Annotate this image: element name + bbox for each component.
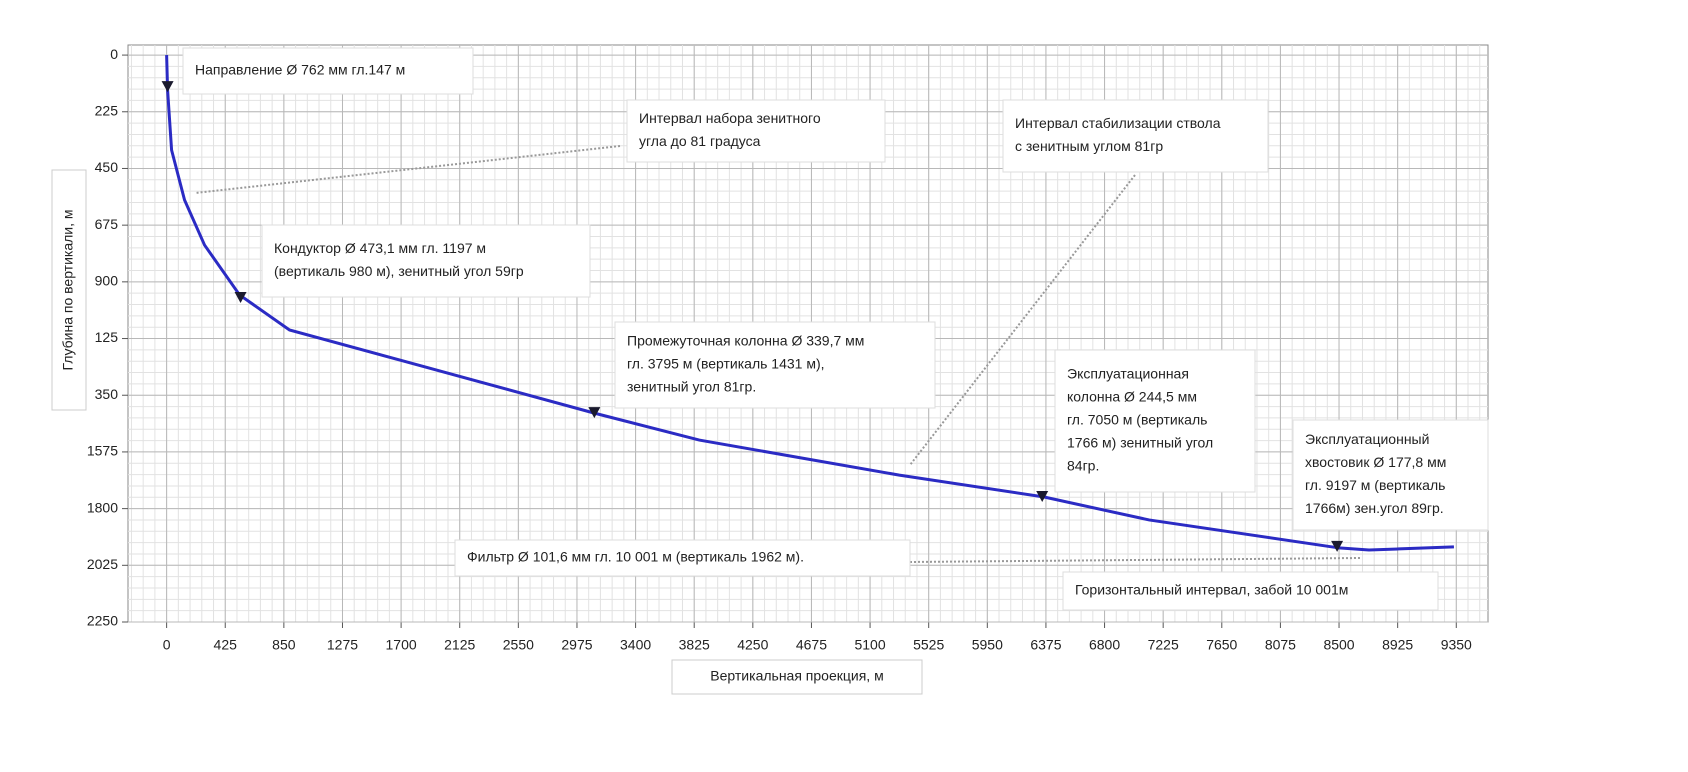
y-tick-label: 2025 bbox=[87, 556, 118, 572]
annotation-box bbox=[1062, 571, 1439, 611]
annotation-text: Эксплуатационная bbox=[1067, 366, 1189, 382]
annotation-box bbox=[261, 224, 591, 298]
casing-shoe-marker bbox=[161, 81, 174, 93]
annotation-text: Горизонтальный интервал, забой 10 001м bbox=[1075, 582, 1348, 598]
y-tick-label: 1575 bbox=[87, 443, 118, 459]
y-tick-label: 0 bbox=[110, 46, 118, 62]
x-tick-label: 850 bbox=[272, 637, 296, 653]
y-tick-label: 350 bbox=[95, 386, 119, 402]
y-tick-label: 2250 bbox=[87, 613, 118, 629]
x-tick-label: 3400 bbox=[620, 637, 651, 653]
x-tick-label: 1700 bbox=[386, 637, 417, 653]
x-tick-label: 6375 bbox=[1030, 637, 1061, 653]
annotation-text: с зенитным углом 81гр bbox=[1015, 138, 1163, 154]
x-tick-label: 8500 bbox=[1323, 637, 1354, 653]
annotation-box bbox=[182, 47, 474, 95]
annotation-text: хвостовик Ø 177,8 мм bbox=[1305, 454, 1446, 470]
annotation-box bbox=[1292, 419, 1489, 531]
x-tick-label: 7225 bbox=[1148, 637, 1179, 653]
annotation-text: угла до 81 градуса bbox=[639, 133, 761, 149]
x-tick-label: 8075 bbox=[1265, 637, 1296, 653]
x-tick-label: 5100 bbox=[854, 637, 885, 653]
x-tick-label: 5525 bbox=[913, 637, 944, 653]
annotation-box bbox=[1002, 99, 1269, 173]
annotation-text: Интервал набора зенитного bbox=[639, 110, 821, 126]
x-tick-label: 6800 bbox=[1089, 637, 1120, 653]
annotation-text: Промежуточная колонна Ø 339,7 мм bbox=[627, 333, 864, 349]
x-tick-label: 9350 bbox=[1441, 637, 1472, 653]
annotation-text: Направление Ø 762 мм гл.147 м bbox=[195, 62, 405, 78]
leader-line bbox=[909, 557, 1361, 563]
y-axis-title-box bbox=[51, 169, 87, 411]
annotation-text: Кондуктор Ø 473,1 мм гл. 1197 м bbox=[274, 240, 486, 256]
annotation-text: Фильтр Ø 101,6 мм гл. 10 001 м (вертикал… bbox=[467, 549, 804, 565]
annotation-box bbox=[626, 99, 886, 163]
annotation-text: Интервал стабилизации ствола bbox=[1015, 115, 1221, 131]
x-tick-label: 5950 bbox=[972, 637, 1003, 653]
x-tick-label: 4675 bbox=[796, 637, 827, 653]
y-tick-label: 450 bbox=[95, 159, 119, 175]
casing-shoe-marker bbox=[1331, 540, 1344, 552]
y-axis-title: Глубина по вертикали, м bbox=[60, 209, 76, 370]
x-tick-label: 4250 bbox=[737, 637, 768, 653]
x-tick-label: 1275 bbox=[327, 637, 358, 653]
x-tick-label: 2550 bbox=[503, 637, 534, 653]
casing-shoe-marker bbox=[1036, 491, 1049, 503]
annotation-text: 84гр. bbox=[1067, 458, 1099, 474]
annotation-box bbox=[1054, 349, 1256, 493]
x-tick-label: 0 bbox=[163, 637, 171, 653]
y-tick-label: 225 bbox=[95, 102, 119, 118]
x-axis-title: Вертикальная проекция, м bbox=[710, 668, 883, 684]
annotation-text: (вертикаль 980 м), зенитный угол 59гр bbox=[274, 263, 524, 279]
annotation-text: зенитный угол 81гр. bbox=[627, 379, 756, 395]
x-tick-label: 2975 bbox=[561, 637, 592, 653]
x-tick-label: 2125 bbox=[444, 637, 475, 653]
casing-shoe-marker bbox=[234, 291, 247, 303]
casing-shoe-marker bbox=[588, 407, 601, 419]
annotation-text: гл. 9197 м (вертикаль bbox=[1305, 477, 1445, 493]
annotation-text: Эксплуатационный bbox=[1305, 431, 1429, 447]
annotation-text: 1766 м) зенитный угол bbox=[1067, 435, 1213, 451]
y-tick-label: 125 bbox=[95, 329, 119, 345]
annotation-box bbox=[614, 321, 936, 409]
y-tick-label: 1800 bbox=[87, 499, 118, 515]
x-tick-label: 425 bbox=[214, 637, 238, 653]
annotation-text: гл. 3795 м (вертикаль 1431 м), bbox=[627, 356, 825, 372]
y-tick-label: 900 bbox=[95, 273, 119, 289]
y-tick-label: 675 bbox=[95, 216, 119, 232]
x-tick-label: 7650 bbox=[1206, 637, 1237, 653]
leader-line bbox=[194, 145, 621, 194]
x-tick-label: 8925 bbox=[1382, 637, 1413, 653]
x-axis-title-box bbox=[671, 659, 923, 695]
annotation-box bbox=[454, 539, 911, 577]
annotation-text: колонна Ø 244,5 мм bbox=[1067, 389, 1197, 405]
x-tick-label: 3825 bbox=[679, 637, 710, 653]
leader-line bbox=[909, 174, 1136, 466]
annotation-text: гл. 7050 м (вертикаль bbox=[1067, 412, 1207, 428]
annotation-text: 1766м) зен.угол 89гр. bbox=[1305, 500, 1444, 516]
